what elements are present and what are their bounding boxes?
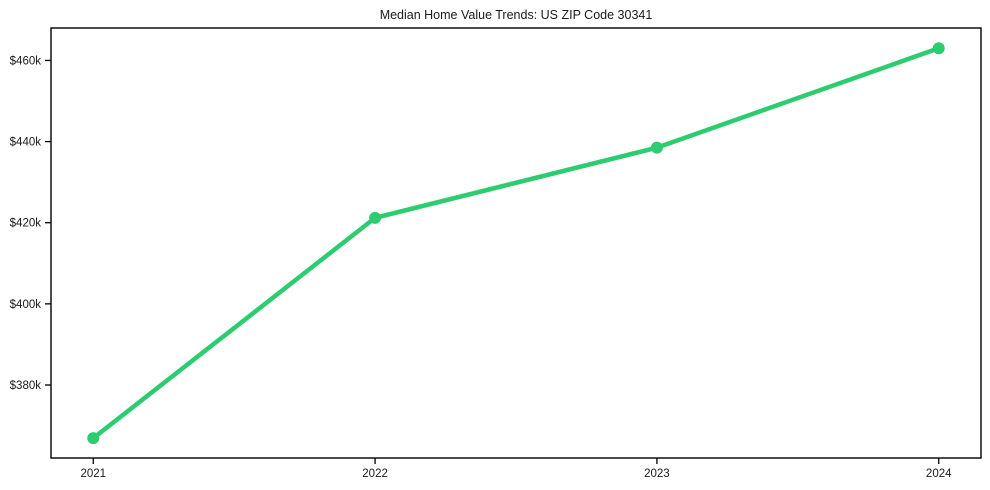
plot-area-border [50,27,982,459]
median-home-value-line [91,46,941,441]
y-tick-label: $420k [10,218,42,230]
data-marker-group [87,42,945,445]
y-tick-label: $400k [10,299,42,311]
data-point-marker [87,432,100,445]
y-tick-label: $460k [10,55,42,67]
data-line-group [91,46,941,441]
data-point-marker [369,211,382,224]
x-tick-label: 2022 [362,468,388,480]
x-tick-label: 2021 [80,468,106,480]
y-axis-ticks: $380k $400k $420k $440k $460k [10,55,51,392]
x-tick-label: 2024 [926,468,952,480]
data-point-marker [650,141,663,154]
chart-title: Median Home Value Trends: US ZIP Code 30… [380,8,653,22]
x-tick-label: 2023 [644,468,670,480]
data-point-marker [932,42,945,55]
x-axis-ticks: 2021 2022 2023 2024 [80,458,952,480]
y-tick-label: $380k [10,380,42,392]
y-tick-label: $440k [10,137,42,149]
